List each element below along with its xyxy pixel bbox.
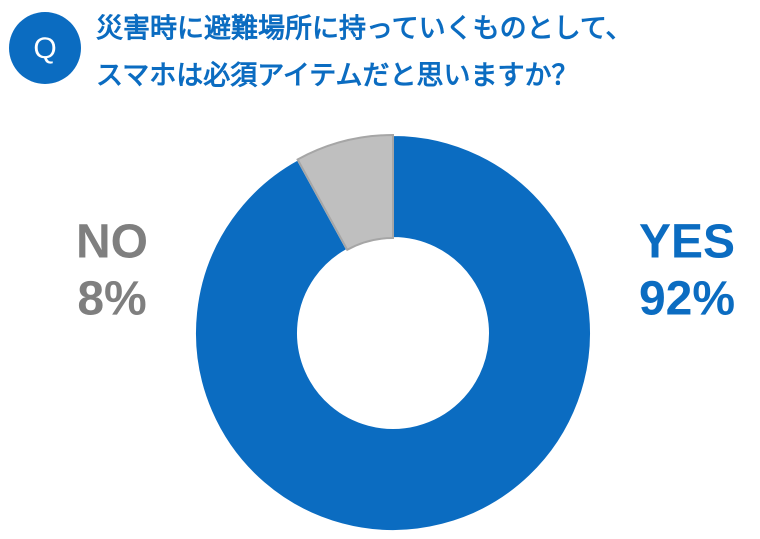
category-label: NO bbox=[76, 216, 148, 269]
chart-title: スマホは必須アイテムだと思いますか？ bbox=[96, 61, 579, 92]
value-label: 8% bbox=[77, 273, 146, 326]
badge-circle bbox=[9, 12, 81, 84]
category-label: YES bbox=[639, 216, 735, 269]
value-label: 92% bbox=[639, 273, 735, 326]
chart-title: 災害時に避難場所に持っていくものとして、 bbox=[96, 13, 633, 45]
badge-text: Q bbox=[33, 32, 56, 65]
slice bbox=[296, 133, 394, 252]
slice bbox=[194, 133, 592, 532]
